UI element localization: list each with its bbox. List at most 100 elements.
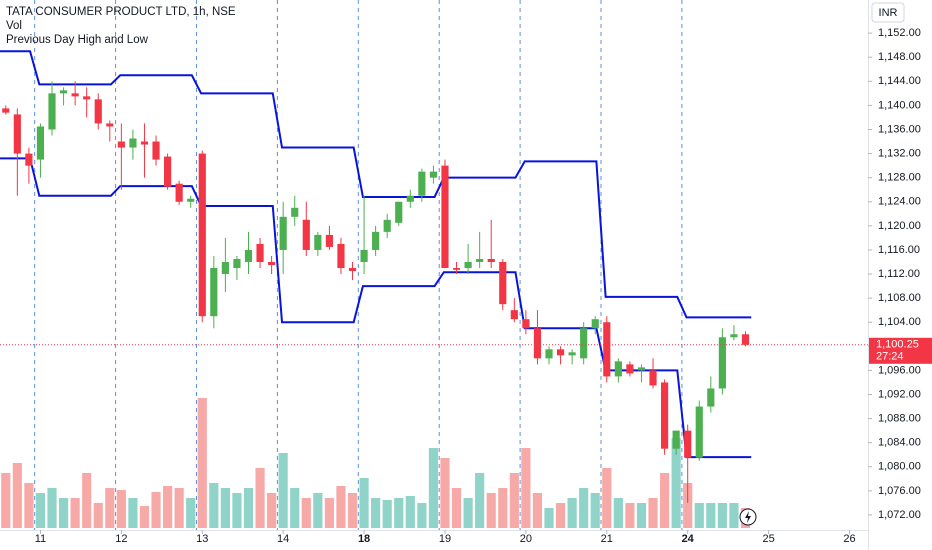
candle-body: [59, 90, 68, 94]
candle-body: [71, 93, 79, 97]
volume-bar: [243, 488, 254, 528]
volume-bar: [613, 498, 623, 528]
candle-body: [25, 153, 33, 166]
candle-body: [684, 430, 692, 458]
volume-bar: [717, 503, 727, 528]
y-tick-label: 1,104.00: [878, 316, 921, 328]
candle-body: [545, 349, 553, 359]
volume-bar: [486, 493, 496, 528]
volume-bar: [128, 498, 138, 528]
volume-bar: [509, 473, 519, 528]
y-tick-label: 1,096.00: [878, 364, 921, 376]
indicator-legend: Previous Day High and Low: [6, 34, 149, 46]
candle-body: [106, 123, 114, 127]
volume-bar: [70, 498, 80, 528]
candle-body: [314, 234, 322, 250]
volume-bar: [636, 503, 647, 528]
x-tick-label: 25: [762, 533, 774, 545]
y-tick-label: 1,116.00: [878, 244, 920, 256]
volume-bar: [567, 498, 577, 528]
y-tick-label: 1,076.00: [878, 485, 921, 497]
candle-body: [233, 258, 241, 269]
volume-bar: [93, 503, 103, 528]
volume-bar: [706, 503, 716, 528]
volume-bar: [394, 498, 404, 528]
candle-body: [533, 328, 542, 359]
volume-bar: [105, 488, 115, 528]
candle-body: [730, 334, 738, 338]
countdown-label: 27:24: [876, 351, 904, 363]
candle-body: [337, 243, 345, 269]
candle-body: [718, 337, 726, 389]
volume-bar: [151, 492, 161, 528]
candle-body: [140, 141, 149, 145]
chart-title: TATA CONSUMER PRODUCT LTD, 1h, NSE: [6, 6, 236, 18]
volume-bar: [405, 496, 415, 528]
y-tick-label: 1,120.00: [878, 220, 921, 232]
y-tick-label: 1,108.00: [878, 292, 921, 304]
candle-body: [580, 328, 588, 359]
currency-box[interactable]: [871, 2, 905, 23]
x-tick-label: 26: [843, 533, 855, 545]
x-tick-label: 12: [115, 533, 127, 545]
last-price-box: [869, 337, 932, 364]
candle-body: [741, 334, 750, 345]
candle-body: [117, 141, 125, 148]
volume-bar: [255, 468, 265, 528]
candle-body: [13, 114, 21, 154]
volume-bar: [12, 463, 22, 528]
prev-day-high: [0, 50, 752, 319]
volume-bar: [163, 486, 173, 528]
candle-body: [510, 310, 518, 320]
volume-bar: [82, 473, 92, 528]
volume-bar: [532, 493, 543, 528]
candle-body: [279, 216, 287, 250]
volume-bar: [451, 488, 462, 528]
volume-bar: [428, 448, 439, 528]
candle-body: [348, 268, 357, 272]
volume-bar: [139, 506, 150, 528]
x-tick-label: 11: [35, 533, 46, 545]
volume-bar: [521, 448, 531, 528]
candle-body: [452, 268, 461, 270]
volume-bar: [174, 488, 184, 528]
candle-body: [464, 261, 472, 269]
volume-bar: [602, 468, 612, 528]
volume-bar: [24, 483, 34, 528]
candle-body: [152, 141, 160, 160]
candle-body: [175, 183, 183, 202]
y-tick-label: 1,124.00: [878, 196, 921, 208]
candle-body: [649, 370, 657, 386]
candle-body: [487, 258, 495, 262]
candle-body: [499, 261, 507, 305]
volume-bar: [347, 493, 358, 528]
y-tick-label: 1,092.00: [878, 388, 921, 400]
x-tick-label: 14: [277, 533, 289, 545]
volume-bar: [417, 503, 427, 528]
volume-bar: [498, 488, 508, 528]
candle-body: [36, 126, 45, 160]
x-tick-label: 21: [601, 533, 613, 545]
candle-body: [637, 367, 646, 371]
candle-body: [129, 138, 137, 148]
y-tick-label: 1,132.00: [878, 147, 921, 159]
y-tick-label: 1,140.00: [878, 99, 921, 111]
candle-body: [2, 108, 10, 113]
candle-body: [695, 406, 703, 458]
candle-body: [302, 219, 310, 250]
candle-body: [83, 96, 91, 100]
volume-bar: [475, 473, 485, 528]
y-tick-label: 1,128.00: [878, 172, 921, 184]
candle-body: [568, 352, 576, 356]
volume-bar: [659, 473, 670, 528]
lightning-icon: [745, 511, 751, 523]
candle-body: [198, 153, 206, 317]
candle-body: [614, 361, 622, 377]
y-tick-label: 1,152.00: [878, 27, 921, 39]
volume-bar: [463, 498, 473, 528]
candle-body: [268, 261, 276, 265]
x-tick-label: 13: [196, 533, 208, 545]
candle-body: [591, 319, 599, 329]
y-tick-label: 1,080.00: [878, 461, 921, 473]
y-tick-label: 1,072.00: [878, 509, 921, 521]
